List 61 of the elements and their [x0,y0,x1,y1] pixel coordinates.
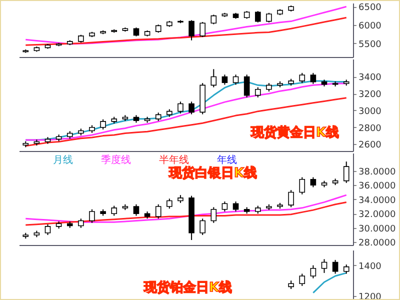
annotation: 现货铂金日K线 [143,279,232,296]
candlestick [166,198,172,210]
candlestick [310,72,316,84]
candlestick [232,74,239,86]
candlestick [266,12,272,23]
line-series [24,6,348,45]
y-tick-label: 1400 [358,262,382,272]
candlestick [343,161,350,184]
candlestick [111,205,118,216]
candlestick [78,218,84,228]
text: 半年线 [159,154,189,166]
legend-label: 月线 [53,154,73,166]
candlestick [310,176,316,188]
y-tick-label: 3000 [358,106,382,117]
candlestick [244,74,250,98]
y-tick-label: 38.0000 [358,167,396,178]
y-tick-label: 2800 [358,124,382,134]
candlestick [89,208,95,224]
candlestick [155,204,162,220]
candlestick [188,20,194,41]
line-series [24,194,348,223]
candlestick [178,101,184,114]
y-tick-label: 34.0000 [358,196,396,206]
candlestick [288,190,294,208]
y-tick-label: 6500 [358,3,382,14]
legend-label: 年线 [217,154,237,166]
candlestick [299,176,306,195]
candlestick [299,273,306,286]
candlestick [254,10,261,23]
y-tick-label: 3400 [358,73,382,84]
candlestick [133,204,140,216]
candlestick [343,264,350,274]
candlestick [210,68,217,88]
line-series [24,16,348,46]
y-tick-label: 5500 [358,40,382,50]
candlestick [44,224,51,236]
y-tick-label: 2600 [358,140,382,151]
annotation: 现货黄金日K线 [250,124,340,141]
y-tick-label: 30.0000 [358,224,396,234]
candlestick [210,206,217,224]
annotation: 现货白银日K线 [168,165,258,182]
y-tick-label: 32.0000 [358,210,396,220]
y-tick-label: 6000 [358,21,382,32]
candlestick [222,74,228,86]
y-tick-label: 28.0000 [358,238,396,249]
y-tick-label: 3200 [358,90,382,100]
y-tick-label: 36.0000 [358,182,396,192]
candlestick [200,218,206,236]
candlestick [321,258,328,274]
candlestick [210,14,217,25]
candlestick [299,72,306,84]
line-series [24,201,348,226]
candlestick [100,118,106,130]
text: 季度线 [101,154,131,166]
candlestick [222,200,228,212]
candlestick [200,22,206,38]
candlestick [310,264,316,279]
candlestick [188,101,194,115]
candlestick [254,86,261,98]
candlestick [232,200,239,212]
candlestick [332,259,338,274]
